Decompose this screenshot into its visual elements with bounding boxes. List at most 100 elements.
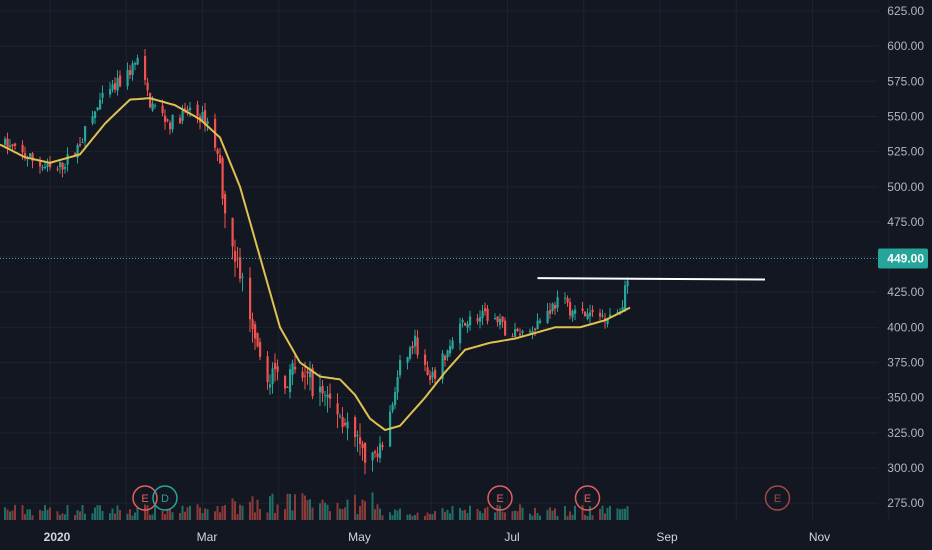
candle-66[interactable] bbox=[164, 109, 167, 130]
candle-136[interactable] bbox=[339, 413, 342, 419]
candle-37[interactable] bbox=[91, 110, 94, 126]
candle-69[interactable] bbox=[171, 114, 174, 133]
candle-110[interactable] bbox=[274, 353, 277, 382]
candle-228[interactable] bbox=[569, 298, 572, 320]
candle-19[interactable] bbox=[46, 158, 49, 172]
candle-132[interactable] bbox=[329, 383, 332, 408]
candle-233[interactable] bbox=[581, 302, 584, 314]
candle-102[interactable] bbox=[254, 321, 257, 350]
candle-26[interactable] bbox=[64, 163, 67, 174]
candle-191[interactable] bbox=[476, 314, 479, 325]
candle-251[interactable] bbox=[626, 277, 629, 294]
candle-24[interactable] bbox=[59, 161, 62, 174]
candle-31[interactable] bbox=[76, 143, 79, 164]
candle-100[interactable] bbox=[249, 267, 252, 332]
event-marker-4[interactable]: E bbox=[764, 485, 791, 511]
candle-75[interactable] bbox=[186, 105, 189, 116]
candle-237[interactable] bbox=[591, 305, 594, 317]
candle-236[interactable] bbox=[589, 304, 592, 324]
event-marker-0[interactable]: E bbox=[132, 485, 158, 511]
candle-111[interactable] bbox=[276, 359, 279, 381]
candle-193[interactable] bbox=[481, 305, 484, 326]
candle-81[interactable] bbox=[201, 105, 204, 123]
candle-48[interactable] bbox=[119, 70, 122, 88]
candle-205[interactable] bbox=[511, 333, 514, 338]
candle-214[interactable] bbox=[534, 327, 537, 336]
candle-248[interactable] bbox=[619, 308, 622, 316]
event-marker-1[interactable]: D bbox=[152, 485, 178, 511]
candle-83[interactable] bbox=[206, 117, 209, 132]
candle-164[interactable] bbox=[409, 345, 412, 361]
candle-235[interactable] bbox=[586, 308, 589, 321]
candle-53[interactable] bbox=[131, 60, 134, 81]
candle-157[interactable] bbox=[391, 401, 394, 414]
candle-25[interactable] bbox=[61, 162, 64, 178]
candle-72[interactable] bbox=[179, 114, 182, 124]
candlesticks[interactable] bbox=[4, 48, 629, 475]
price-axis[interactable]: 625.00 600.00 575.00 550.00 525.00 500.00 475.… bbox=[887, 4, 924, 510]
candle-67[interactable] bbox=[166, 118, 169, 123]
candle-33[interactable] bbox=[81, 138, 84, 144]
candle-39[interactable] bbox=[96, 107, 99, 111]
candle-73[interactable] bbox=[181, 104, 184, 125]
candle-181[interactable] bbox=[451, 336, 454, 350]
candle-16[interactable] bbox=[39, 156, 42, 174]
candle-186[interactable] bbox=[464, 322, 467, 326]
time-axis[interactable]: 2020 Mar May Jul Sep Nov bbox=[44, 530, 831, 544]
candle-201[interactable] bbox=[501, 316, 504, 328]
candle-87[interactable] bbox=[216, 147, 219, 161]
candle-194[interactable] bbox=[484, 302, 487, 316]
candle-215[interactable] bbox=[536, 313, 539, 330]
candle-45[interactable] bbox=[111, 80, 114, 93]
candle-166[interactable] bbox=[414, 329, 417, 354]
candle-206[interactable] bbox=[514, 322, 517, 338]
candle-124[interactable] bbox=[309, 361, 312, 391]
candle-185[interactable] bbox=[461, 317, 464, 328]
candle-198[interactable] bbox=[494, 313, 497, 320]
candle-38[interactable] bbox=[94, 110, 97, 125]
candle-179[interactable] bbox=[446, 349, 449, 361]
candle-165[interactable] bbox=[411, 341, 414, 355]
candle-108[interactable] bbox=[269, 374, 272, 395]
candle-32[interactable] bbox=[79, 137, 82, 148]
candle-10[interactable] bbox=[24, 146, 27, 161]
candle-178[interactable] bbox=[444, 354, 447, 367]
candle-139[interactable] bbox=[346, 412, 349, 441]
candle-47[interactable] bbox=[116, 70, 119, 96]
candle-230[interactable] bbox=[574, 305, 577, 321]
candle-163[interactable] bbox=[406, 356, 409, 370]
candle-123[interactable] bbox=[306, 366, 309, 385]
candle-250[interactable] bbox=[624, 280, 627, 313]
candle-115[interactable] bbox=[286, 386, 289, 388]
candle-160[interactable] bbox=[399, 354, 402, 379]
candle-55[interactable] bbox=[136, 54, 139, 66]
candle-68[interactable] bbox=[169, 120, 172, 135]
candle-41[interactable] bbox=[101, 85, 104, 104]
candle-46[interactable] bbox=[114, 77, 117, 93]
candle-88[interactable] bbox=[219, 147, 222, 165]
candle-173[interactable] bbox=[431, 367, 434, 384]
candle-150[interactable] bbox=[374, 449, 377, 458]
candle-52[interactable] bbox=[129, 65, 132, 80]
candle-27[interactable] bbox=[66, 147, 69, 172]
candle-199[interactable] bbox=[496, 316, 499, 327]
candle-192[interactable] bbox=[479, 310, 482, 329]
candle-4[interactable] bbox=[9, 139, 12, 150]
candle-59[interactable] bbox=[146, 77, 149, 97]
candle-146[interactable] bbox=[364, 442, 367, 475]
candle-44[interactable] bbox=[109, 82, 112, 98]
candle-129[interactable] bbox=[321, 379, 324, 403]
candle-104[interactable] bbox=[259, 337, 262, 361]
candle-23[interactable] bbox=[56, 165, 59, 172]
candle-244[interactable] bbox=[609, 307, 612, 318]
candle-167[interactable] bbox=[416, 329, 419, 359]
candle-188[interactable] bbox=[469, 310, 472, 331]
candle-93[interactable] bbox=[231, 217, 234, 260]
candle-144[interactable] bbox=[359, 423, 362, 456]
candle-116[interactable] bbox=[289, 364, 292, 399]
candle-240[interactable] bbox=[599, 308, 602, 321]
candle-40[interactable] bbox=[99, 92, 102, 110]
candle-227[interactable] bbox=[566, 295, 569, 307]
